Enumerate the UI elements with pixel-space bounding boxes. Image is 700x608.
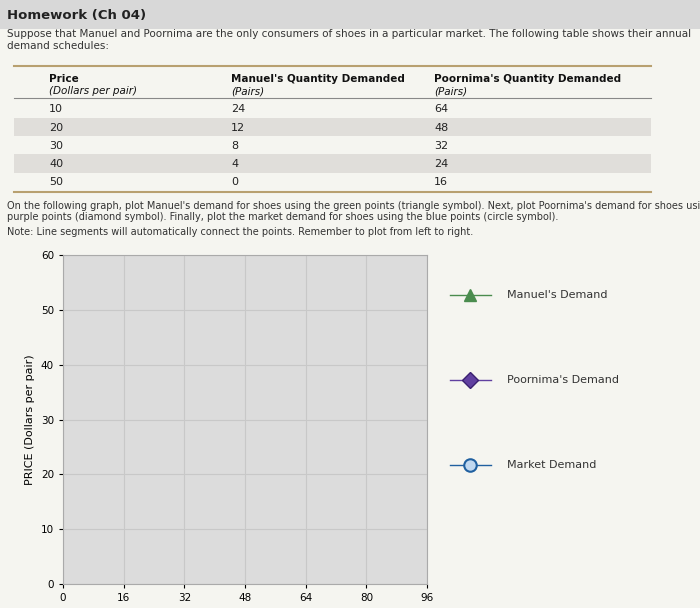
Text: 12: 12 <box>231 123 245 133</box>
Text: 10: 10 <box>49 105 63 114</box>
Text: 24: 24 <box>434 159 448 169</box>
Text: Poornima's Quantity Demanded: Poornima's Quantity Demanded <box>434 74 621 84</box>
Text: Manuel's Demand: Manuel's Demand <box>507 290 607 300</box>
Text: 50: 50 <box>49 178 63 187</box>
Text: 40: 40 <box>49 159 63 169</box>
Text: (Pairs): (Pairs) <box>231 86 264 96</box>
Text: Homework (Ch 04): Homework (Ch 04) <box>7 9 146 22</box>
Text: (Pairs): (Pairs) <box>434 86 467 96</box>
Text: Manuel's Quantity Demanded: Manuel's Quantity Demanded <box>231 74 405 84</box>
FancyBboxPatch shape <box>14 154 651 173</box>
Text: Suppose that Manuel and Poornima are the only consumers of shoes in a particular: Suppose that Manuel and Poornima are the… <box>7 29 691 51</box>
Text: 24: 24 <box>231 105 245 114</box>
Text: 64: 64 <box>434 105 448 114</box>
Text: 16: 16 <box>434 178 448 187</box>
Text: 30: 30 <box>49 141 63 151</box>
FancyBboxPatch shape <box>14 136 651 154</box>
Text: 48: 48 <box>434 123 448 133</box>
Text: 32: 32 <box>434 141 448 151</box>
Text: On the following graph, plot Manuel's demand for shoes using the green points (t: On the following graph, plot Manuel's de… <box>7 201 700 223</box>
Text: 20: 20 <box>49 123 63 133</box>
Text: Poornima's Demand: Poornima's Demand <box>507 375 619 385</box>
FancyBboxPatch shape <box>14 118 651 136</box>
Text: (Dollars per pair): (Dollars per pair) <box>49 86 137 96</box>
Y-axis label: PRICE (Dollars per pair): PRICE (Dollars per pair) <box>25 354 35 485</box>
Text: 0: 0 <box>231 178 238 187</box>
Text: 8: 8 <box>231 141 238 151</box>
FancyBboxPatch shape <box>14 173 651 191</box>
Text: Market Demand: Market Demand <box>507 460 596 471</box>
FancyBboxPatch shape <box>14 100 651 118</box>
Text: Price: Price <box>49 74 78 84</box>
Text: 4: 4 <box>231 159 238 169</box>
Text: Note: Line segments will automatically connect the points. Remember to plot from: Note: Line segments will automatically c… <box>7 227 473 237</box>
FancyBboxPatch shape <box>0 0 700 29</box>
